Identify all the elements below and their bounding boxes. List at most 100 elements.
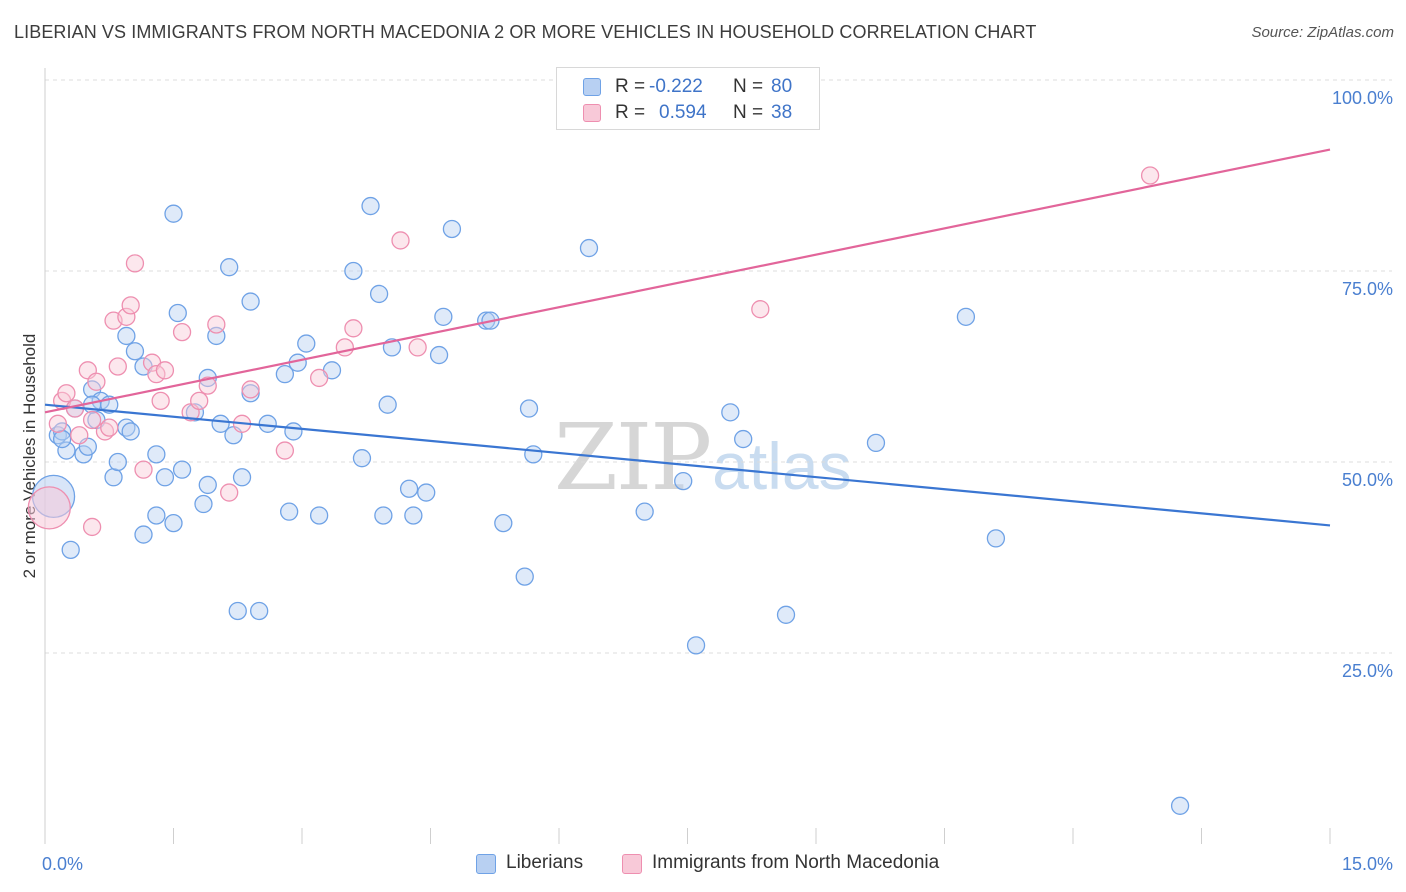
r-value: 0.594: [659, 102, 707, 123]
data-point: [241, 292, 260, 311]
data-point: [211, 414, 230, 433]
data-point: [442, 219, 462, 239]
data-point: [155, 361, 175, 380]
data-point: [956, 307, 976, 326]
data-point: [147, 364, 166, 384]
data-point: [48, 414, 67, 433]
liberians-legend-swatch: [476, 854, 496, 874]
n-value: 80: [771, 76, 793, 97]
data-point: [168, 303, 187, 323]
data-point: [87, 372, 106, 391]
data-point: [82, 517, 102, 537]
y-tick-label: 75.0%: [1342, 279, 1393, 299]
data-point: [275, 364, 295, 384]
north-macedonia-legend-label: Immigrants from North Macedonia: [652, 852, 940, 873]
data-point: [100, 418, 119, 437]
data-point: [515, 567, 534, 586]
data-point: [164, 204, 183, 223]
data-point: [125, 254, 145, 273]
data-point: [279, 502, 299, 521]
data-point: [147, 445, 166, 464]
north-macedonia-swatch: [583, 104, 601, 122]
data-point: [125, 342, 145, 361]
data-point: [104, 468, 123, 487]
data-point: [61, 540, 80, 560]
data-point: [134, 460, 153, 479]
data-point: [494, 513, 513, 533]
data-point: [284, 422, 303, 441]
data-point: [429, 345, 449, 365]
data-point: [579, 238, 599, 258]
n-label: N =: [733, 102, 764, 123]
trend-line-liberians: [44, 403, 1331, 527]
data-point: [361, 196, 380, 216]
data-point: [117, 307, 136, 326]
data-point: [1140, 166, 1160, 185]
data-point: [399, 479, 419, 498]
data-point: [27, 486, 71, 530]
data-point: [686, 636, 706, 655]
series-liberians: [31, 196, 1190, 815]
data-point: [172, 322, 192, 342]
gridlines: [45, 79, 1392, 654]
n-label: N =: [733, 76, 764, 97]
y-tick-label: 50.0%: [1342, 470, 1393, 490]
data-point: [121, 422, 140, 441]
data-point: [117, 326, 136, 346]
data-point: [524, 445, 543, 464]
axes: [44, 68, 1331, 844]
data-point: [297, 334, 316, 353]
data-point: [151, 391, 170, 411]
data-point: [198, 475, 217, 495]
n-value: 38: [771, 102, 793, 123]
data-point: [751, 300, 770, 319]
data-point: [194, 494, 213, 514]
data-point: [57, 441, 76, 460]
correlation-legend: R = -0.222 N = 80 R = 0.594 N = 38: [556, 67, 820, 130]
data-point: [519, 399, 539, 418]
data-point: [164, 513, 183, 533]
data-point: [155, 468, 175, 487]
data-point: [207, 315, 226, 334]
series-north-macedonia: [27, 166, 1160, 537]
x-tick-label: 15.0%: [1342, 854, 1393, 874]
trend-line-north-macedonia: [44, 148, 1331, 414]
data-point: [275, 441, 295, 460]
data-point: [220, 258, 239, 277]
data-point: [121, 296, 140, 315]
data-point: [250, 601, 269, 621]
data-point: [721, 403, 740, 422]
y-tick-label: 100.0%: [1332, 88, 1393, 108]
r-label: R =: [615, 102, 646, 123]
north-macedonia-legend-swatch: [622, 854, 642, 874]
data-point: [57, 384, 76, 403]
data-point: [147, 506, 166, 525]
liberians-legend-label: Liberians: [506, 852, 584, 873]
data-point: [70, 426, 89, 445]
data-point: [776, 605, 796, 624]
liberians-swatch: [583, 78, 601, 96]
r-value: -0.222: [649, 76, 703, 97]
data-point: [198, 376, 217, 395]
data-point: [185, 403, 205, 422]
trend-lines: [44, 148, 1331, 527]
data-point: [391, 231, 410, 250]
y-tick-label: 25.0%: [1342, 661, 1393, 681]
data-point: [408, 338, 427, 357]
data-point: [674, 471, 693, 491]
chart-source: Source: ZipAtlas.com: [1251, 24, 1394, 41]
data-point: [172, 460, 192, 479]
data-point: [866, 433, 886, 453]
data-point: [374, 506, 393, 525]
data-point: [220, 483, 239, 502]
data-point: [232, 468, 252, 487]
data-point: [309, 506, 329, 525]
data-point: [635, 502, 654, 521]
data-point: [352, 449, 372, 468]
r-label: R =: [615, 76, 646, 97]
data-point: [378, 395, 397, 414]
data-point: [309, 368, 329, 388]
data-point: [344, 261, 363, 281]
data-point: [82, 410, 102, 430]
